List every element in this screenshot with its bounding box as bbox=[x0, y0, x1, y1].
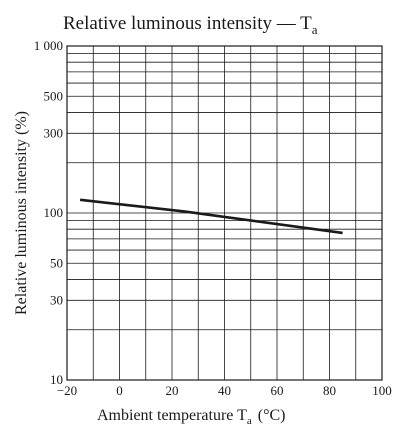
series-line bbox=[79, 198, 343, 235]
y-tick-label: 300 bbox=[44, 125, 64, 140]
chart-title-main: Relative luminous intensity — T bbox=[63, 13, 312, 34]
y-tick-label: 50 bbox=[50, 255, 63, 270]
x-tick-label: 60 bbox=[271, 383, 284, 398]
grid bbox=[67, 46, 382, 380]
x-axis-label: Ambient temperature Ta (°C) bbox=[97, 407, 286, 427]
x-axis-label-subscript: a bbox=[247, 415, 252, 427]
y-tick-label: 500 bbox=[44, 88, 64, 103]
y-tick-label: 100 bbox=[44, 205, 64, 220]
y-axis-label: Relative luminous intensity (%) bbox=[13, 111, 30, 315]
y-tick-label: 1 000 bbox=[34, 38, 63, 53]
x-tick-label: 100 bbox=[372, 383, 392, 398]
chart-title: Relative luminous intensity — Ta bbox=[63, 13, 318, 37]
x-axis-label-unit: (°C) bbox=[258, 407, 286, 424]
tick-labels: −20 0 20 40 60 80 100 10 30 50 100 300 500 1 000 bbox=[34, 38, 392, 398]
x-axis-label-main: Ambient temperature T bbox=[97, 407, 247, 424]
x-tick-label: 20 bbox=[166, 383, 179, 398]
series-layer bbox=[79, 198, 343, 235]
y-tick-label: 30 bbox=[50, 292, 63, 307]
x-tick-label: 0 bbox=[116, 383, 123, 398]
x-tick-label: 40 bbox=[218, 383, 231, 398]
x-tick-label: 80 bbox=[323, 383, 336, 398]
x-tick-label: −20 bbox=[57, 383, 77, 398]
chart-title-subscript: a bbox=[312, 22, 318, 37]
plot-frame bbox=[66, 45, 383, 381]
y-tick-label: 10 bbox=[50, 372, 63, 387]
